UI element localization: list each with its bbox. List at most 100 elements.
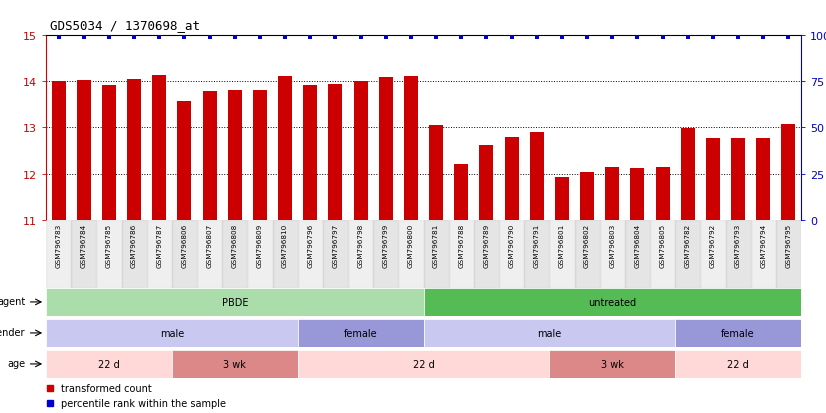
Bar	[247, 221, 273, 288]
Text: 22 d: 22 d	[413, 359, 434, 369]
Point	[454, 35, 468, 41]
Bar	[600, 221, 624, 288]
Text: GSM796796: GSM796796	[307, 223, 313, 267]
Bar	[152, 76, 166, 221]
Bar	[379, 78, 392, 221]
Text: agent: agent	[0, 296, 26, 306]
Bar	[323, 221, 348, 288]
Bar	[549, 350, 675, 378]
Bar	[373, 221, 398, 288]
Point	[379, 35, 392, 41]
Text: GSM796784: GSM796784	[81, 223, 87, 267]
Text: 3 wk: 3 wk	[601, 359, 624, 369]
Text: transformed count: transformed count	[61, 384, 152, 394]
Bar	[297, 221, 323, 288]
Bar	[102, 85, 116, 221]
Bar	[580, 172, 594, 221]
Point	[480, 35, 493, 41]
Text: GSM796794: GSM796794	[760, 223, 767, 267]
Text: GSM796790: GSM796790	[509, 223, 515, 267]
Bar	[675, 350, 801, 378]
Text: untreated: untreated	[588, 297, 636, 307]
Bar	[46, 319, 297, 347]
Bar	[404, 76, 418, 221]
Bar	[480, 146, 493, 221]
Point	[781, 35, 795, 41]
Text: GSM796810: GSM796810	[282, 223, 288, 267]
Text: GSM796803: GSM796803	[610, 223, 615, 267]
Bar	[757, 139, 770, 221]
Bar	[630, 169, 644, 221]
Bar	[505, 138, 519, 221]
Point	[102, 35, 116, 41]
Text: female: female	[344, 328, 377, 338]
Bar	[454, 164, 468, 221]
Text: GSM796789: GSM796789	[483, 223, 490, 267]
Bar	[273, 221, 297, 288]
Text: GSM796783: GSM796783	[55, 223, 62, 267]
Bar	[147, 221, 172, 288]
Text: male: male	[159, 328, 184, 338]
Bar	[525, 221, 549, 288]
Bar	[222, 221, 247, 288]
Text: 3 wk: 3 wk	[223, 359, 246, 369]
Point	[203, 35, 216, 41]
Bar	[278, 76, 292, 221]
Text: GSM796801: GSM796801	[559, 223, 565, 267]
Bar	[499, 221, 525, 288]
Point	[304, 35, 317, 41]
Bar	[430, 126, 443, 221]
Point	[178, 35, 191, 41]
Point	[77, 35, 90, 41]
Point	[732, 35, 745, 41]
Bar	[329, 85, 342, 221]
Text: GSM796797: GSM796797	[332, 223, 339, 267]
Text: GSM796809: GSM796809	[257, 223, 263, 267]
Bar	[424, 319, 675, 347]
Bar	[781, 125, 795, 221]
Bar	[228, 90, 242, 221]
Point	[52, 35, 65, 41]
Bar	[127, 80, 141, 221]
Point	[404, 35, 417, 41]
Bar	[46, 221, 71, 288]
Bar	[46, 350, 172, 378]
Text: female: female	[721, 328, 755, 338]
Text: PBDE: PBDE	[221, 297, 248, 307]
Bar	[297, 350, 549, 378]
Text: GSM796806: GSM796806	[182, 223, 188, 267]
Text: GSM796792: GSM796792	[710, 223, 716, 267]
Text: GSM796793: GSM796793	[735, 223, 741, 267]
Text: GSM796788: GSM796788	[458, 223, 464, 267]
Text: gender: gender	[0, 327, 26, 337]
Bar	[776, 221, 801, 288]
Text: GSM796804: GSM796804	[634, 223, 640, 267]
Point	[254, 35, 267, 41]
Point	[278, 35, 292, 41]
Bar	[675, 319, 801, 347]
Text: male: male	[537, 328, 562, 338]
Point	[681, 35, 695, 41]
Bar	[172, 221, 197, 288]
Point	[354, 35, 368, 41]
Bar	[706, 138, 719, 221]
Bar	[549, 221, 575, 288]
Bar	[97, 221, 121, 288]
Point	[430, 35, 443, 41]
Bar	[555, 178, 569, 221]
Bar	[52, 81, 65, 221]
Text: 22 d: 22 d	[727, 359, 749, 369]
Text: GSM796800: GSM796800	[408, 223, 414, 267]
Point	[605, 35, 619, 41]
Text: GSM796795: GSM796795	[786, 223, 791, 267]
Text: GSM796805: GSM796805	[660, 223, 666, 267]
Bar	[398, 221, 424, 288]
Text: GSM796798: GSM796798	[358, 223, 363, 267]
Point	[555, 35, 568, 41]
Bar	[605, 167, 620, 221]
Point	[706, 35, 719, 41]
Bar	[424, 288, 801, 316]
Text: GSM796799: GSM796799	[382, 223, 389, 267]
Bar	[178, 101, 192, 221]
Bar	[348, 221, 373, 288]
